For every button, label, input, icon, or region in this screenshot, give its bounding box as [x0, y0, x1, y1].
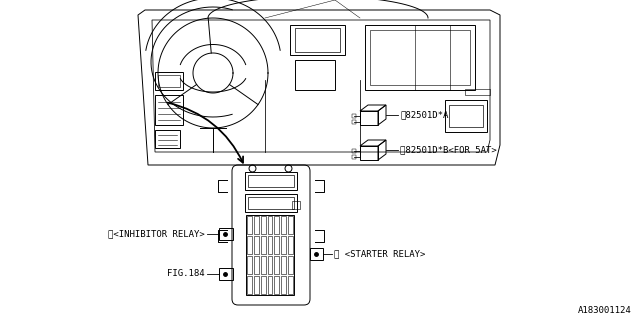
Bar [155, 130, 180, 148]
Bar [246, 215, 294, 295]
Text: A183001124: A183001124 [579, 306, 632, 315]
Bar [290, 25, 345, 55]
Bar [248, 175, 294, 187]
Bar [247, 276, 252, 294]
Bar [352, 149, 356, 153]
Bar [352, 120, 356, 124]
Bar [247, 256, 252, 274]
Bar [445, 100, 487, 132]
Bar [268, 216, 273, 234]
Bar [245, 194, 297, 212]
Bar [247, 236, 252, 254]
Bar [288, 236, 293, 254]
Bar [275, 236, 279, 254]
Bar [310, 248, 323, 260]
Bar [155, 72, 183, 90]
Bar [292, 201, 300, 209]
Bar [275, 276, 279, 294]
Bar [352, 155, 356, 159]
Bar [370, 30, 470, 85]
Bar [282, 256, 286, 274]
Text: ① <STARTER RELAY>: ① <STARTER RELAY> [334, 250, 426, 259]
Bar [260, 256, 266, 274]
Bar [260, 236, 266, 254]
Bar [352, 114, 356, 118]
Bar [275, 256, 279, 274]
Bar [449, 105, 483, 127]
Bar [219, 228, 233, 240]
Bar [268, 276, 273, 294]
Bar [219, 268, 233, 280]
Text: ②82501D*B<FOR 5AT>: ②82501D*B<FOR 5AT> [400, 146, 497, 155]
Bar [360, 111, 378, 125]
Bar [288, 256, 293, 274]
Bar [268, 256, 273, 274]
Bar [254, 236, 259, 254]
Bar [268, 236, 273, 254]
Bar [295, 60, 335, 90]
Text: FIG.184: FIG.184 [168, 269, 205, 278]
Text: ③<INHIBITOR RELAY>: ③<INHIBITOR RELAY> [108, 229, 205, 238]
Bar [254, 276, 259, 294]
Bar [282, 216, 286, 234]
Bar [282, 276, 286, 294]
Bar [248, 197, 294, 209]
Bar [360, 146, 378, 160]
Bar [288, 216, 293, 234]
Bar [288, 276, 293, 294]
Bar [365, 25, 475, 90]
Bar [275, 216, 279, 234]
Bar [282, 236, 286, 254]
Bar [465, 89, 490, 95]
Bar [260, 276, 266, 294]
Bar [158, 75, 180, 87]
Bar [247, 216, 252, 234]
Bar [254, 256, 259, 274]
Bar [254, 216, 259, 234]
Text: ①82501D*A: ①82501D*A [400, 110, 449, 119]
Bar [295, 28, 340, 52]
Bar [155, 95, 183, 125]
Bar [245, 172, 297, 190]
Bar [260, 216, 266, 234]
